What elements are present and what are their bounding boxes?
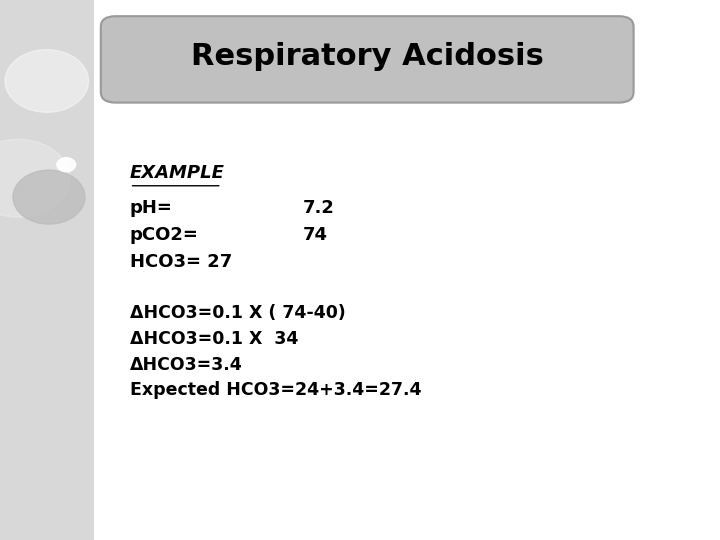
Text: ΔHCO3=0.1 X  34: ΔHCO3=0.1 X 34 xyxy=(130,330,298,348)
Text: ΔHCO3=3.4: ΔHCO3=3.4 xyxy=(130,355,243,374)
Circle shape xyxy=(57,158,76,172)
Circle shape xyxy=(0,139,70,217)
Text: Respiratory Acidosis: Respiratory Acidosis xyxy=(191,42,544,71)
Circle shape xyxy=(13,170,85,224)
FancyBboxPatch shape xyxy=(101,16,634,103)
Text: 7.2: 7.2 xyxy=(302,199,334,217)
Text: Expected HCO3=24+3.4=27.4: Expected HCO3=24+3.4=27.4 xyxy=(130,381,421,399)
Text: pH=: pH= xyxy=(130,199,173,217)
Circle shape xyxy=(5,50,89,112)
Text: ΔHCO3=0.1 X ( 74-40): ΔHCO3=0.1 X ( 74-40) xyxy=(130,304,346,322)
Text: 74: 74 xyxy=(302,226,328,244)
Text: EXAMPLE: EXAMPLE xyxy=(130,164,225,182)
Text: pCO2=: pCO2= xyxy=(130,226,199,244)
FancyBboxPatch shape xyxy=(0,0,94,540)
Text: HCO3= 27: HCO3= 27 xyxy=(130,253,232,271)
